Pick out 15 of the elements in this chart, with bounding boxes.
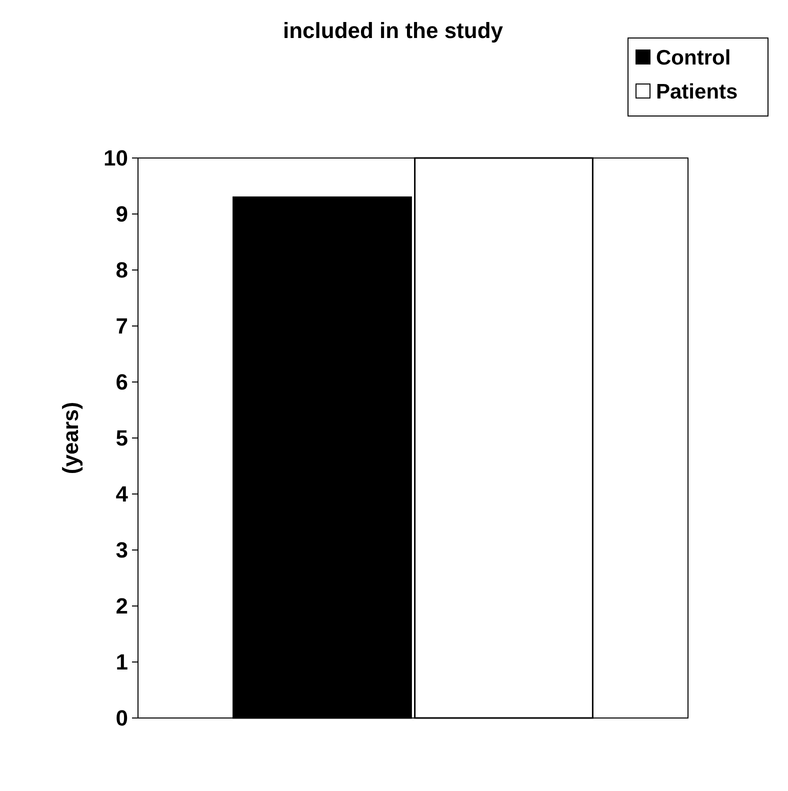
y-axis-title: (years) bbox=[58, 402, 83, 474]
legend-label: Control bbox=[656, 46, 731, 70]
y-tick-label: 6 bbox=[116, 370, 128, 395]
y-tick-label: 1 bbox=[116, 650, 128, 675]
y-tick-label: 9 bbox=[116, 202, 128, 227]
y-tick-label: 10 bbox=[104, 146, 128, 171]
y-tick-label: 5 bbox=[116, 426, 128, 451]
y-tick-label: 3 bbox=[116, 538, 128, 563]
y-tick-label: 8 bbox=[116, 258, 128, 283]
y-tick-label: 2 bbox=[116, 594, 128, 619]
y-tick-label: 7 bbox=[116, 314, 128, 339]
y-tick-label: 0 bbox=[116, 706, 128, 731]
chart-title: included in the study bbox=[282, 18, 504, 43]
legend-label: Patients bbox=[656, 80, 738, 104]
y-tick-label: 4 bbox=[116, 482, 129, 507]
